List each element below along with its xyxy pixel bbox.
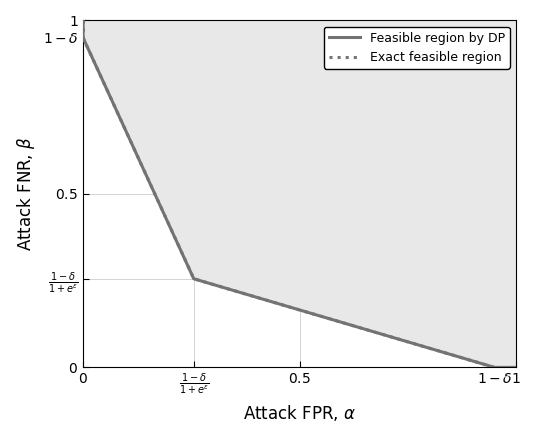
Legend: Feasible region by DP, Exact feasible region: Feasible region by DP, Exact feasible re… xyxy=(324,27,510,69)
X-axis label: Attack FPR, $\alpha$: Attack FPR, $\alpha$ xyxy=(243,403,356,423)
Polygon shape xyxy=(83,21,516,367)
Polygon shape xyxy=(83,21,516,367)
Y-axis label: Attack FNR, $\beta$: Attack FNR, $\beta$ xyxy=(15,137,37,251)
